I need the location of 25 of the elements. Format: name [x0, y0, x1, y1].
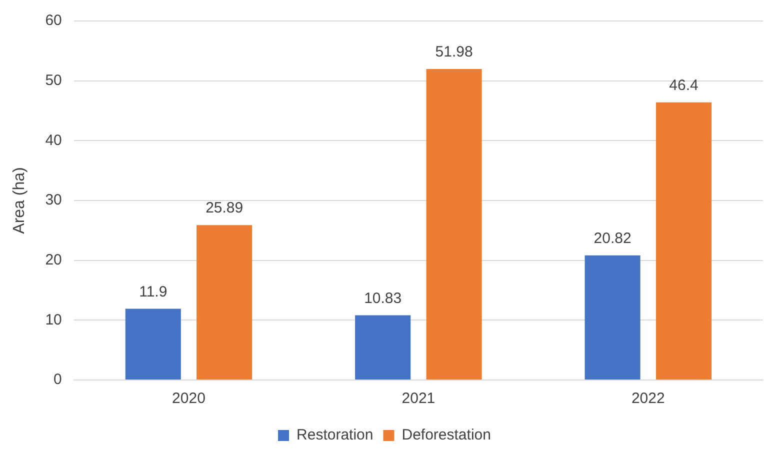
bar — [426, 68, 482, 380]
y-axis-title: Area (ha) — [11, 167, 28, 234]
x-tick-label: 2021 — [402, 390, 436, 408]
y-tick-label: 20 — [45, 251, 62, 268]
y-tick-label: 30 — [45, 192, 62, 209]
bar — [196, 225, 252, 380]
legend-label: Deforestation — [402, 426, 491, 444]
x-tick-label: 2022 — [631, 390, 665, 408]
data-label: 11.9 — [139, 283, 168, 300]
data-label: 46.4 — [669, 77, 698, 94]
bar — [125, 308, 181, 380]
data-label: 51.98 — [435, 44, 473, 61]
data-label: 20.82 — [594, 230, 632, 248]
data-label: 25.89 — [206, 200, 244, 217]
bar — [584, 255, 640, 380]
bar — [656, 102, 712, 380]
bar — [355, 315, 411, 380]
y-tick-label: 10 — [45, 311, 62, 328]
x-tick-label: 2020 — [172, 390, 206, 408]
data-label: 10.83 — [364, 290, 402, 307]
y-tick-label: 40 — [45, 132, 62, 149]
y-tick-label: 60 — [45, 12, 62, 30]
y-tick-label: 0 — [54, 371, 62, 388]
y-tick-label: 50 — [45, 72, 62, 89]
legend-label: Restoration — [296, 426, 374, 444]
